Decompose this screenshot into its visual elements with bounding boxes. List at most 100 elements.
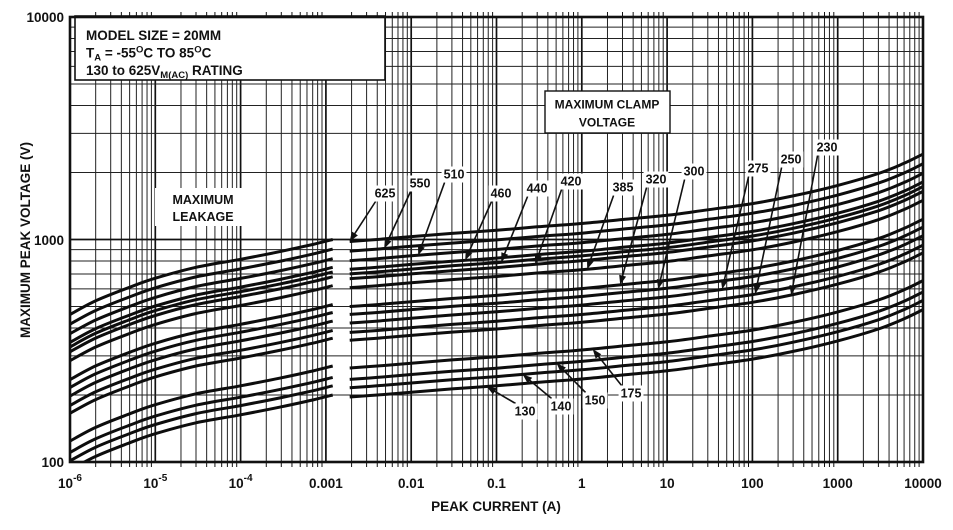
x-tick-0.1: 0.1 xyxy=(487,476,506,491)
x-tick-10e-6: 10-6 xyxy=(58,473,82,491)
curve-label-175: 175 xyxy=(592,349,644,402)
curve-label-text: 460 xyxy=(491,187,512,201)
y-tick-100: 100 xyxy=(41,455,64,470)
curve-label-backdrop xyxy=(745,160,771,177)
curve-label-140: 140 xyxy=(522,374,574,415)
plot-border xyxy=(68,15,925,464)
curve-label-text: 385 xyxy=(613,181,634,195)
leader-line xyxy=(755,167,783,289)
leakage-label-backdrop xyxy=(155,188,251,226)
clamp-voltage-label-line2: VOLTAGE xyxy=(579,116,635,130)
curve-label-460: 460 xyxy=(465,185,514,261)
leader-line xyxy=(588,195,615,264)
curve-label-backdrop xyxy=(778,151,804,168)
curve-150-clamp xyxy=(349,290,923,381)
curve-175-leakage xyxy=(70,364,334,443)
curve-460-leakage xyxy=(70,265,334,344)
curve-label-250: 250 xyxy=(753,151,804,295)
y-axis-title: MAXIMUM PEAK VOLTAGE (V) xyxy=(18,142,33,338)
x-tick-1000: 1000 xyxy=(823,476,853,491)
curve-label-text: 510 xyxy=(444,168,465,182)
x-tick-0.001: 0.001 xyxy=(309,476,343,491)
curve-460-clamp xyxy=(349,180,923,271)
curve-510-leakage xyxy=(70,257,334,336)
curve-label-150: 150 xyxy=(556,363,608,409)
curve-label-text: 440 xyxy=(527,182,548,196)
leader-line xyxy=(491,388,516,405)
curve-420-leakage xyxy=(70,275,334,354)
grid-layer: 10-6 10-5 10-4 0.001 0.01 0.1 1 10 100 1000 10000 xyxy=(58,12,942,491)
leader-arrowhead xyxy=(522,374,533,384)
clamp-voltage-box-border xyxy=(544,90,671,134)
x-tick-10e-4: 10-4 xyxy=(229,473,253,491)
model-info-box: MODEL SIZE = 20MM TA = -55OC TO 85OC 130… xyxy=(74,15,386,81)
curve-label-backdrop xyxy=(407,175,433,192)
curve-label-backdrop xyxy=(814,139,840,156)
leader-arrowhead xyxy=(534,254,542,265)
curve-420-clamp xyxy=(349,190,923,281)
x-tick-0.01: 0.01 xyxy=(398,476,425,491)
leader-arrowhead xyxy=(465,250,473,261)
curve-440-clamp xyxy=(349,185,923,276)
clamp-voltage-label-line1: MAXIMUM CLAMP xyxy=(555,98,660,112)
curve-150-leakage xyxy=(70,375,334,454)
curve-label-275: 275 xyxy=(720,160,771,290)
curve-label-230: 230 xyxy=(789,139,840,295)
curve-label-420: 420 xyxy=(534,173,584,265)
model-size-line: MODEL SIZE = 20MM xyxy=(86,28,221,43)
curve-440-leakage xyxy=(70,270,334,349)
curve-label-text: 175 xyxy=(621,387,642,401)
rating-range-line: 130 to 625VM(AC) RATING xyxy=(86,63,243,81)
leader-arrowhead xyxy=(556,363,566,373)
curve-label-text: 320 xyxy=(646,173,667,187)
curve-label-text: 140 xyxy=(551,400,572,414)
leader-arrowhead xyxy=(384,238,392,249)
curve-275-clamp xyxy=(349,234,923,325)
curve-label-text: 300 xyxy=(684,165,705,179)
leader-arrowhead xyxy=(501,252,509,263)
curve-label-300: 300 xyxy=(656,163,707,290)
curve-label-backdrop xyxy=(548,398,574,415)
curve-label-backdrop xyxy=(558,173,584,190)
curve-label-backdrop xyxy=(582,392,608,409)
curve-label-text: 550 xyxy=(410,177,431,191)
leader-arrowhead xyxy=(486,386,497,395)
curve-385-leakage xyxy=(70,284,334,363)
curve-label-385: 385 xyxy=(587,179,636,270)
curve-230-clamp xyxy=(349,251,923,342)
leader-arrowhead xyxy=(720,279,728,290)
leader-line xyxy=(722,176,750,284)
curve-140-leakage xyxy=(70,384,334,462)
leakage-label-line2: LEAKAGE xyxy=(172,210,233,224)
curve-label-backdrop xyxy=(643,171,669,188)
leader-line xyxy=(526,377,553,400)
leader-arrowhead xyxy=(349,231,358,242)
curve-300-leakage xyxy=(70,311,334,389)
leader-line xyxy=(385,191,412,244)
y-tick-10000: 10000 xyxy=(26,10,64,25)
curve-label-backdrop xyxy=(512,403,538,420)
curve-510-clamp xyxy=(349,171,923,263)
leader-line xyxy=(352,201,377,237)
curve-label-backdrop xyxy=(681,163,707,180)
curve-group xyxy=(70,152,923,462)
curve-label-320: 320 xyxy=(619,171,669,285)
curve-label-text: 275 xyxy=(748,162,769,176)
leader-arrowhead xyxy=(592,349,602,359)
leader-arrowhead xyxy=(418,245,425,256)
leader-line xyxy=(791,155,819,290)
leader-line xyxy=(466,201,493,256)
curve-550-leakage xyxy=(70,247,334,326)
curve-label-backdrop xyxy=(610,179,636,196)
curve-label-440: 440 xyxy=(501,180,550,263)
leakage-region-label: MAXIMUM LEAKAGE xyxy=(155,188,251,226)
clamp-voltage-label-box: MAXIMUM CLAMP VOLTAGE xyxy=(544,90,671,134)
leader-line xyxy=(658,179,686,284)
leader-arrowhead xyxy=(753,284,761,295)
leader-line xyxy=(419,182,446,250)
curve-140-clamp xyxy=(349,299,923,390)
leader-arrowhead xyxy=(587,259,594,270)
curve-300-clamp xyxy=(349,225,923,316)
curve-250-leakage xyxy=(70,329,334,407)
curve-label-550: 550 xyxy=(384,175,433,249)
